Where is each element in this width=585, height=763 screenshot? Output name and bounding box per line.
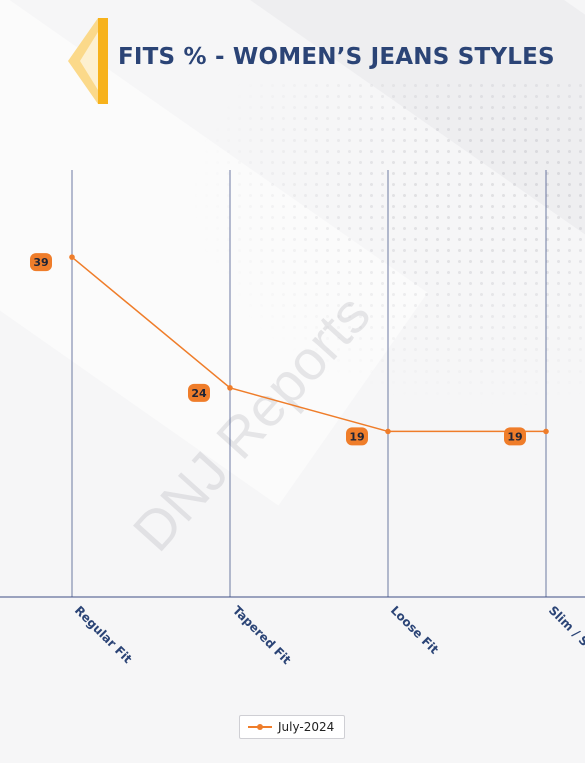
line-chart: Regular Fit Tapered Fit Loose Fit Slim / S.… — [0, 170, 585, 667]
x-tick-label-3: Slim / S... — [546, 603, 585, 658]
data-label-bg-0 — [30, 253, 52, 272]
data-point-2 — [385, 428, 391, 435]
x-tick-label-2: Loose Fit — [388, 603, 442, 657]
data-point-1 — [227, 385, 233, 391]
data-label-text-0: 39 — [33, 256, 48, 269]
data-point-0 — [69, 254, 75, 260]
data-label-bg-2 — [346, 427, 368, 446]
data-label-3: 19 — [504, 427, 526, 446]
chart-legend[interactable]: July-2024 — [239, 715, 346, 739]
data-label-0: 39 — [30, 253, 52, 272]
legend-label: July-2024 — [278, 720, 335, 734]
data-label-text-1: 24 — [191, 387, 207, 400]
data-label-1: 24 — [188, 383, 210, 402]
data-label-bg-1 — [188, 383, 210, 402]
legend-line-marker-icon — [248, 722, 272, 732]
data-point-3 — [543, 428, 549, 435]
brand-logo-icon — [68, 18, 108, 104]
series-line-0 — [71, 256, 546, 433]
x-tick-label-0: Regular Fit — [72, 603, 135, 666]
data-label-text-3: 19 — [507, 430, 522, 443]
x-tick-label-1: Tapered Fit — [230, 603, 294, 667]
data-label-bg-3 — [504, 427, 526, 446]
data-label-text-2: 19 — [349, 430, 364, 443]
page-title: FITS % - WOMEN’S JEANS STYLES — [118, 44, 555, 70]
data-label-2: 19 — [346, 427, 368, 446]
